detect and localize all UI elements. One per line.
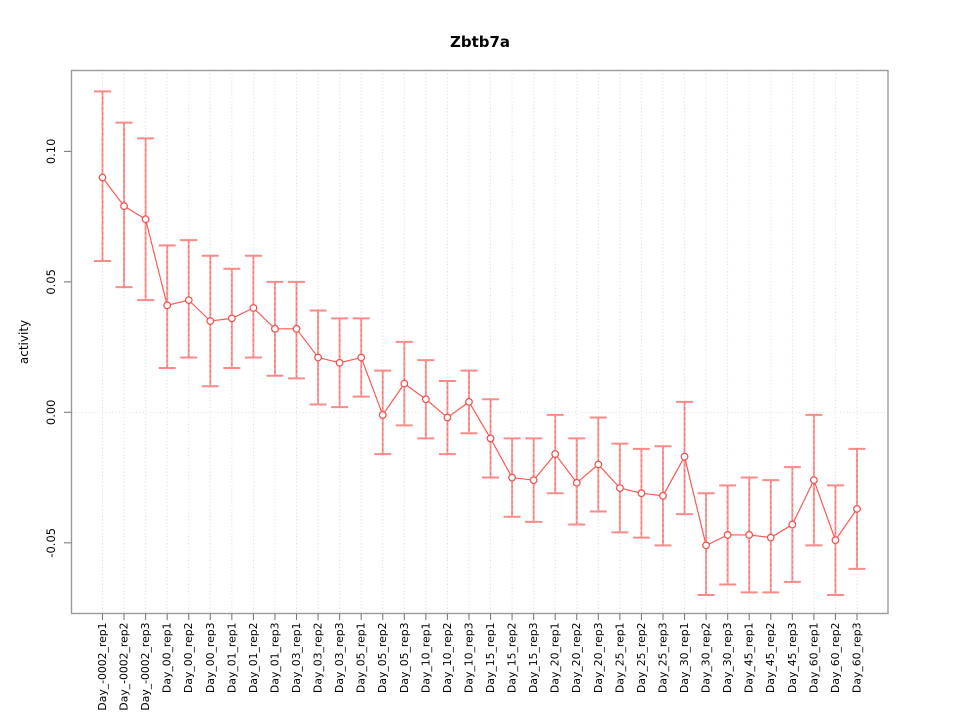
data-point	[637, 489, 646, 498]
data-point	[723, 531, 732, 539]
data-point	[184, 296, 193, 305]
data-point	[788, 520, 797, 529]
data-point	[486, 434, 495, 443]
x-tick-label: Day_05_rep2	[376, 623, 389, 693]
data-point	[206, 317, 215, 325]
x-tick-label: Day_03_rep3	[333, 623, 346, 693]
gridlines	[71, 70, 888, 614]
x-tick-label: Day_-0002_rep1	[96, 623, 109, 711]
data-point	[659, 491, 667, 500]
chart-title: Zbtb7a	[450, 33, 510, 51]
data-point	[378, 411, 387, 419]
data-point	[249, 304, 258, 312]
x-tick-label: Day_15_rep1	[484, 623, 497, 693]
x-tick-label: Day_05_rep3	[398, 623, 411, 693]
x-tick-label: Day_60_rep2	[829, 623, 842, 693]
x-tick-label: Day_25_rep1	[613, 623, 626, 693]
data-point	[615, 484, 624, 492]
x-tick-label: Day_20_rep2	[570, 623, 583, 693]
data-point	[357, 353, 366, 362]
x-tick-label: Day_15_rep2	[506, 623, 519, 693]
x-tick-label: Day_30_rep2	[700, 623, 713, 693]
data-point	[853, 504, 861, 513]
data-point	[292, 324, 301, 333]
y-tick-label: 0.10	[44, 139, 58, 165]
x-tick-label: Day_20_rep1	[549, 623, 562, 693]
x-tick-label: Day_03_rep2	[312, 623, 325, 693]
data-point	[400, 379, 409, 388]
x-tick-label: Day_30_rep3	[721, 623, 734, 693]
data-point	[98, 173, 107, 182]
data-point	[702, 541, 711, 550]
x-tick-label: Day_05_rep1	[355, 623, 368, 693]
data-point	[766, 533, 775, 542]
data-point	[141, 215, 150, 224]
x-tick-labels: Day_-0002_rep1 Day_-0002_rep2 Day_-0002_re…	[96, 623, 863, 711]
x-tick-label: Day_45_rep3	[786, 623, 799, 693]
x-tick-label: Day_15_rep3	[527, 623, 540, 693]
data-point	[529, 476, 538, 485]
data-point	[443, 413, 452, 422]
x-tick-label: Day_01_rep3	[268, 623, 281, 693]
data-point	[314, 353, 322, 362]
data-point	[421, 395, 430, 404]
data-point	[271, 324, 279, 333]
plot-border	[70, 69, 889, 615]
x-tick-label: Day_01_rep2	[247, 623, 260, 693]
data-point	[572, 478, 581, 487]
data-point	[809, 476, 818, 485]
x-tick-label: Day_00_rep1	[161, 623, 174, 693]
data-point	[465, 397, 473, 406]
x-tick-label: Day_25_rep2	[635, 623, 648, 693]
y-tick-label: 0.00	[44, 400, 58, 426]
x-tick-label: Day_00_rep2	[182, 623, 195, 693]
y-tick-labels: -0.05 0.00 0.05 0.10	[44, 139, 58, 558]
data-marks	[94, 90, 866, 596]
x-tick-label: Day_03_rep1	[290, 623, 303, 693]
y-tick-label: -0.05	[44, 528, 58, 558]
x-tick-label: Day_60_rep3	[850, 623, 863, 693]
data-point	[680, 452, 689, 461]
axis-ticks	[64, 150, 858, 620]
x-tick-label: Day_60_rep1	[807, 623, 820, 693]
x-tick-label: Day_30_rep1	[678, 623, 691, 693]
x-tick-label: Day_10_rep2	[441, 623, 454, 693]
data-point	[335, 358, 344, 367]
data-point	[831, 536, 840, 545]
data-point	[227, 314, 236, 323]
data-point	[594, 460, 603, 469]
x-tick-label: Day_10_rep3	[462, 623, 475, 693]
x-tick-label: Day_-0002_rep2	[118, 623, 131, 711]
y-tick-label: 0.05	[44, 269, 58, 295]
data-point	[163, 301, 172, 310]
x-tick-label: Day_45_rep1	[743, 623, 756, 693]
x-tick-label: Day_20_rep3	[592, 623, 605, 693]
trend-line	[102, 177, 858, 547]
x-tick-label: Day_00_rep3	[204, 623, 217, 693]
x-tick-label: Day_10_rep1	[419, 623, 432, 693]
data-point	[745, 531, 754, 539]
y-axis-title: activity	[17, 320, 31, 364]
data-point	[508, 473, 517, 482]
x-tick-label: Day_45_rep2	[764, 623, 777, 693]
data-point	[120, 202, 128, 211]
x-tick-label: Day_25_rep3	[656, 623, 669, 693]
x-tick-label: Day_-0002_rep3	[139, 623, 152, 711]
x-tick-label: Day_01_rep1	[225, 623, 238, 693]
data-point	[551, 450, 560, 458]
